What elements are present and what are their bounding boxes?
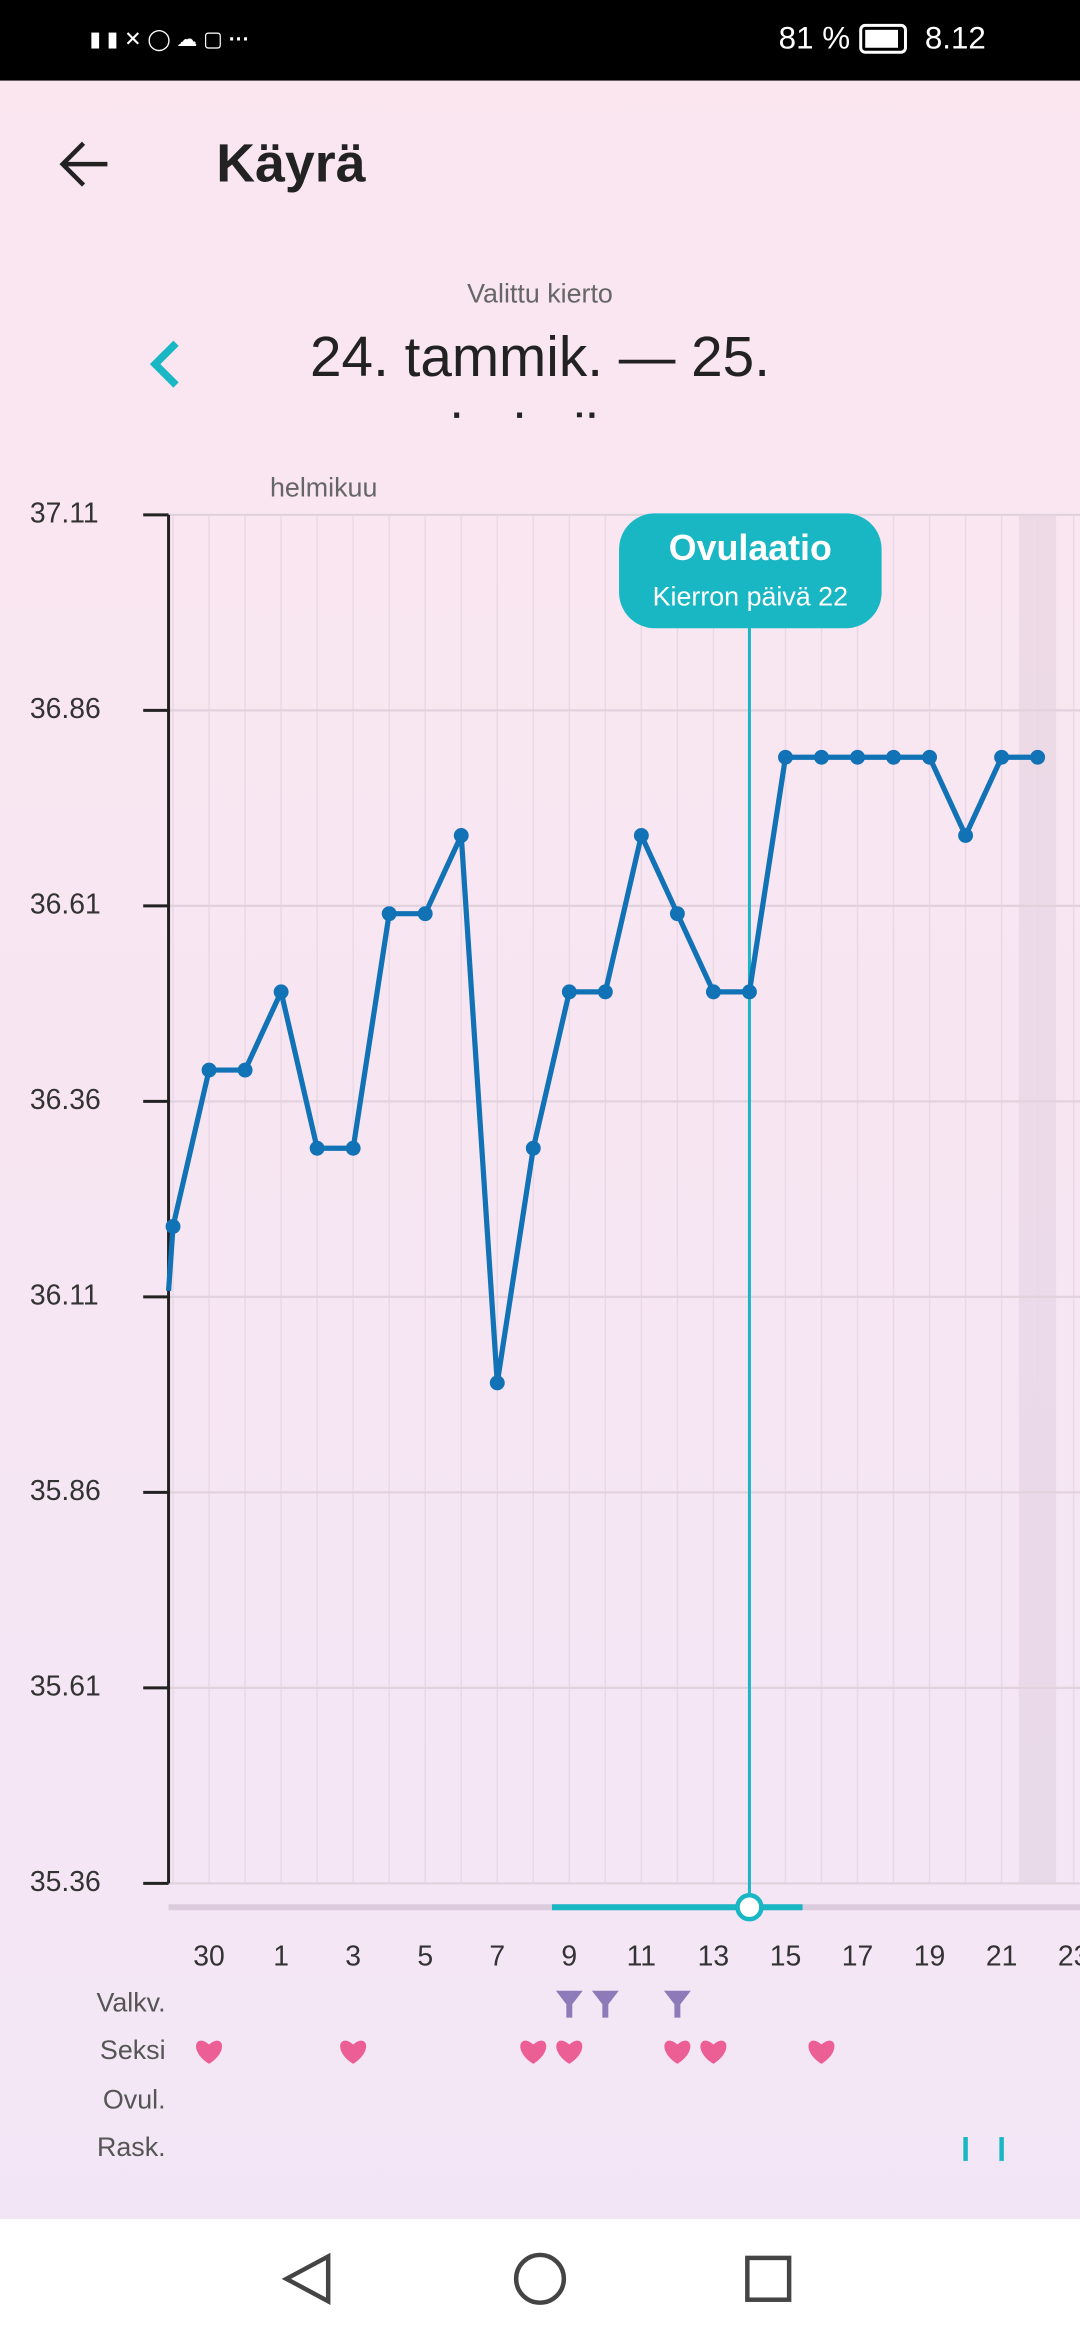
data-point	[237, 1062, 253, 1078]
data-point	[309, 1140, 325, 1156]
x-tick-label: 15	[770, 1940, 802, 1972]
data-point	[741, 984, 757, 1000]
heart-icon	[520, 2040, 547, 2064]
clock: 8.12	[925, 21, 986, 56]
data-point	[669, 906, 685, 922]
ovulation-badge	[619, 513, 882, 629]
data-point	[814, 749, 829, 765]
data-point	[958, 828, 974, 843]
data-point	[705, 984, 721, 1000]
x-tick-label: 19	[914, 1940, 946, 1972]
nav-back[interactable]	[281, 2252, 331, 2305]
y-tick-label: 36.86	[30, 693, 101, 725]
month-label: helmikuu	[270, 473, 377, 503]
data-point	[1030, 749, 1046, 765]
page-title: Käyrä	[216, 133, 365, 193]
discharge-icon	[591, 1990, 619, 2018]
data-point	[561, 984, 577, 1000]
battery-level	[865, 29, 899, 48]
x-tick-label: 30	[193, 1940, 225, 1972]
data-point	[345, 1140, 361, 1156]
data-point	[417, 906, 433, 922]
cycle-range: 24. tammik. — 25. helmik.	[310, 326, 770, 418]
data-point	[850, 749, 865, 765]
cycle-range-box: 24. tammik. — 25. helmik.	[310, 326, 770, 418]
data-point	[165, 1219, 181, 1234]
x-tick-label: 17	[842, 1940, 874, 1972]
heart-icon	[340, 2040, 367, 2064]
row-label: Seksi	[100, 2035, 166, 2065]
status-bar	[0, 0, 1080, 81]
pregnancy-mark	[963, 2137, 968, 2161]
heart-icon	[196, 2040, 223, 2064]
y-tick-label: 35.36	[30, 1866, 101, 1898]
heart-icon	[700, 2040, 727, 2064]
battery-percent: 81 %	[779, 21, 850, 56]
data-point	[633, 828, 649, 843]
x-tick-label: 3	[345, 1940, 361, 1972]
x-tick-label: 9	[561, 1940, 577, 1972]
ovulation-text: Kierron päivä 22	[653, 582, 848, 612]
heart-icon	[664, 2040, 691, 2064]
y-tick-label: 35.86	[30, 1475, 101, 1507]
y-tick-label: 36.11	[30, 1279, 99, 1311]
data-point	[525, 1140, 541, 1156]
heart-icon	[556, 2040, 583, 2064]
data-point	[273, 984, 289, 1000]
y-tick-label: 37.11	[30, 497, 99, 529]
data-point	[886, 749, 901, 765]
x-tick-label: 5	[417, 1940, 433, 1972]
nav-home[interactable]	[513, 2252, 567, 2305]
status-icons: ▮ ▮ ✕ ◯ ☁ ▢ ···	[90, 28, 250, 52]
data-point	[201, 1062, 217, 1078]
previous-cycle[interactable]	[149, 340, 179, 388]
data-point	[381, 906, 397, 922]
data-point	[489, 1375, 505, 1391]
nav-recent[interactable]	[745, 2255, 792, 2302]
row-label: Ovul.	[103, 2084, 166, 2114]
x-tick-label: 13	[698, 1940, 730, 1972]
nav-bar	[0, 2219, 1080, 2340]
row-label: Valkv.	[96, 1987, 165, 2017]
x-tick-label: 23	[1058, 1940, 1080, 1972]
discharge-icon	[555, 1990, 583, 2018]
heart-icon	[808, 2040, 835, 2064]
discharge-icon	[663, 1990, 691, 2018]
data-point	[994, 749, 1010, 765]
back-button[interactable]	[59, 141, 108, 187]
data-point	[597, 984, 613, 1000]
y-tick-label: 35.61	[30, 1670, 101, 1702]
y-tick-label: 36.61	[30, 888, 101, 920]
row-label: Rask.	[97, 2132, 166, 2162]
pregnancy-mark	[999, 2137, 1004, 2161]
y-tick-label: 36.36	[30, 1084, 101, 1116]
chart: 35.36 35.61 35.86 36.11 36.36 36.61 36.86 37.11…	[30, 473, 1080, 2162]
cycle-label: Valittu kierto	[467, 279, 613, 309]
data-point	[778, 749, 793, 765]
battery-icon	[859, 23, 907, 54]
x-tick-label: 21	[986, 1940, 1018, 1972]
x-tick-label: 7	[489, 1940, 505, 1972]
x-tick-label: 11	[627, 1940, 656, 1972]
data-point	[922, 749, 938, 765]
x-tick-label: 1	[273, 1940, 289, 1972]
data-point	[453, 828, 469, 843]
ovulation-title: Ovulaatio	[669, 528, 832, 568]
slider-thumb[interactable]	[735, 1893, 764, 1922]
